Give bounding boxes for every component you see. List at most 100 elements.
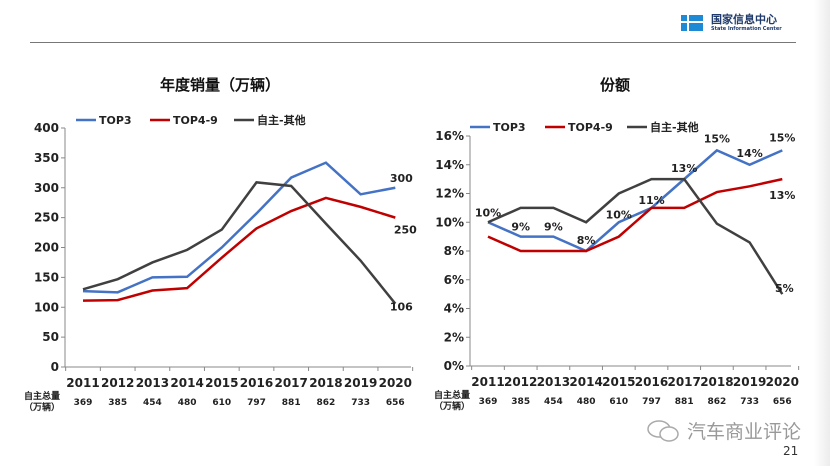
data-label: 5% <box>775 282 794 295</box>
data-label: 13% <box>769 189 795 202</box>
series-line-0 <box>487 148 783 253</box>
y-tick-label: 10% <box>435 215 464 229</box>
x-tick-label: 2014 <box>170 376 203 390</box>
x-tick-label: 2013 <box>136 376 169 390</box>
y-tick-label: 100 <box>34 300 59 314</box>
x-tick-label: 2016 <box>240 376 273 390</box>
brand-name: 汽车商业评论 <box>687 421 802 443</box>
logo-text-en: State Information Center <box>711 26 782 32</box>
series-line-2 <box>82 181 397 305</box>
row-value: 369 <box>479 397 498 407</box>
page-number: 21 <box>783 444 799 458</box>
y-tick-label: 150 <box>34 270 59 284</box>
y-tick-label: 8% <box>444 244 464 258</box>
data-label: 10% <box>606 208 632 221</box>
chart-title-right: 份额 <box>600 76 631 94</box>
x-tick-label: 2018 <box>700 375 733 389</box>
row-value: 797 <box>247 398 266 408</box>
series-line-1 <box>82 196 396 302</box>
row-label-unit: （万辆） <box>24 401 60 413</box>
row-value: 733 <box>740 397 759 407</box>
data-label: 250 <box>394 224 417 237</box>
y-tick-label: 12% <box>435 187 464 201</box>
row-value: 797 <box>642 397 661 407</box>
row-value: 881 <box>282 398 301 408</box>
x-tick-label: 2015 <box>205 376 238 390</box>
row-label: 自主总量 <box>24 390 60 402</box>
x-tick-label: 2014 <box>569 375 602 389</box>
data-label: 11% <box>638 194 664 207</box>
row-label: 自主总量 <box>434 389 470 401</box>
y-tick-label: 2% <box>444 330 464 344</box>
x-tick-label: 2017 <box>667 375 700 389</box>
legend-label: TOP4-9 <box>568 121 613 134</box>
y-tick-label: 16% <box>435 129 464 143</box>
x-tick-label: 2011 <box>66 376 99 390</box>
data-label: 15% <box>769 131 795 144</box>
data-label: 8% <box>577 234 596 247</box>
row-value: 656 <box>386 398 405 408</box>
row-value: 733 <box>351 398 370 408</box>
y-tick-label: 200 <box>34 241 59 255</box>
row-value: 480 <box>178 398 197 408</box>
legend-label: TOP3 <box>493 121 526 134</box>
x-tick-label: 2015 <box>602 375 635 389</box>
y-tick-label: 0% <box>444 359 464 373</box>
y-tick-label: 300 <box>34 181 59 195</box>
data-label: 9% <box>511 221 530 234</box>
row-value: 454 <box>544 397 563 407</box>
y-tick-label: 6% <box>444 273 464 287</box>
series-line-1 <box>487 177 783 253</box>
logo-mark-icon <box>681 15 703 31</box>
logo: 国家信息中心 State Information Center <box>681 14 782 32</box>
x-tick-label: 2016 <box>635 375 668 389</box>
y-tick-label: 0 <box>51 360 59 374</box>
legend-label: 自主-其他 <box>257 113 306 127</box>
data-label: 15% <box>704 132 730 145</box>
y-tick-label: 400 <box>34 121 59 135</box>
x-tick-label: 2017 <box>274 376 307 390</box>
row-value: 881 <box>675 397 694 407</box>
row-label-unit: （万辆） <box>434 400 470 412</box>
y-tick-label: 4% <box>444 302 464 316</box>
x-tick-label: 2020 <box>766 375 799 389</box>
x-tick-label: 2012 <box>504 375 537 389</box>
x-tick-label: 2018 <box>309 376 342 390</box>
data-label: 300 <box>390 172 413 185</box>
row-value: 862 <box>708 397 727 407</box>
y-tick-label: 250 <box>34 211 59 225</box>
data-label: 9% <box>544 221 563 234</box>
row-value: 656 <box>773 397 792 407</box>
chart-title-left: 年度销量（万辆） <box>160 76 281 94</box>
slide-edge-shade <box>814 0 830 466</box>
data-label: 10% <box>475 206 501 219</box>
y-tick-label: 350 <box>34 151 59 165</box>
legend-label: TOP4-9 <box>173 114 218 127</box>
logo-text-cn: 国家信息中心 <box>711 13 777 26</box>
row-value: 862 <box>317 398 336 408</box>
x-tick-label: 2019 <box>733 375 766 389</box>
row-value: 385 <box>108 398 127 408</box>
data-label: 14% <box>736 147 762 160</box>
row-value: 610 <box>212 398 231 408</box>
row-value: 480 <box>577 397 596 407</box>
footer-brand: 汽车商业评论 <box>645 417 801 444</box>
y-tick-label: 50 <box>42 330 59 344</box>
series-line-0 <box>82 161 396 294</box>
row-value: 610 <box>609 397 628 407</box>
row-value: 454 <box>143 398 162 408</box>
y-tick-label: 14% <box>435 158 464 172</box>
x-tick-label: 2019 <box>344 376 377 390</box>
row-value: 369 <box>74 398 93 408</box>
wechat-icon <box>647 419 679 442</box>
data-label: 106 <box>390 301 413 314</box>
x-tick-label: 2012 <box>101 376 134 390</box>
row-value: 385 <box>511 397 530 407</box>
x-tick-label: 2011 <box>471 375 504 389</box>
legend-label: TOP3 <box>99 114 132 127</box>
x-tick-label: 2013 <box>537 375 570 389</box>
data-label: 13% <box>671 162 697 175</box>
legend-label: 自主-其他 <box>650 120 699 134</box>
x-tick-label: 2020 <box>379 376 412 390</box>
